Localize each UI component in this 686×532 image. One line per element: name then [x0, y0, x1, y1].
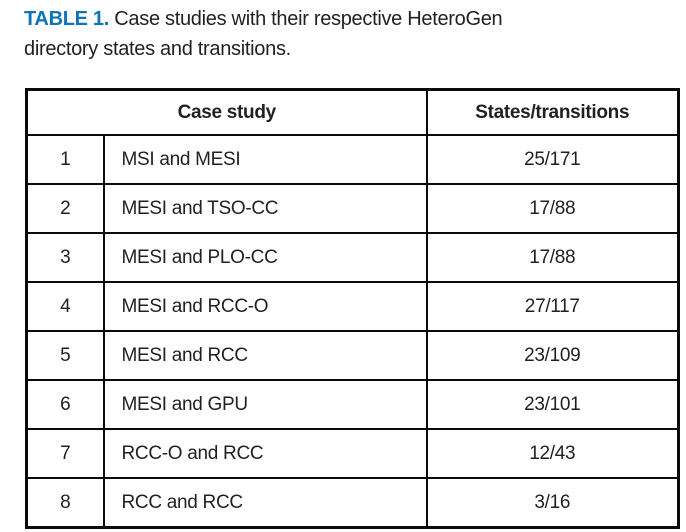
case-name-cell: MESI and PLO-CC: [102, 232, 428, 283]
row-number-cell: 2: [25, 183, 105, 234]
states-transitions-cell: 12/43: [425, 428, 680, 479]
table-row: 2 MESI and TSO-CC 17/88: [25, 183, 680, 234]
case-name-cell: MESI and RCC: [102, 330, 428, 381]
table-caption-line1: Case studies with their respective Heter…: [114, 8, 503, 30]
states-transitions-cell: 27/117: [425, 281, 680, 332]
table-row: 8 RCC and RCC 3/16: [25, 477, 680, 529]
case-name-cell: RCC-O and RCC: [102, 428, 428, 479]
table-row: 3 MESI and PLO-CC 17/88: [25, 232, 680, 283]
states-transitions-cell: 17/88: [425, 183, 680, 234]
row-number-cell: 3: [25, 232, 105, 283]
case-studies-table: Case study States/transitions 1 MSI and …: [25, 88, 680, 529]
row-number-cell: 1: [25, 134, 105, 185]
states-transitions-cell: 23/109: [425, 330, 680, 381]
case-name-cell: MESI and GPU: [102, 379, 428, 430]
table-row: 1 MSI and MESI 25/171: [25, 134, 680, 185]
row-number-cell: 5: [25, 330, 105, 381]
states-transitions-cell: 23/101: [425, 379, 680, 430]
states-transitions-cell: 25/171: [425, 134, 680, 185]
table-caption-label: TABLE 1.: [24, 8, 110, 30]
row-number-cell: 8: [25, 477, 105, 529]
header-case-study: Case study: [25, 88, 428, 136]
row-number-cell: 7: [25, 428, 105, 479]
states-transitions-cell: 3/16: [425, 477, 680, 529]
case-name-cell: MESI and TSO-CC: [102, 183, 428, 234]
header-states-transitions: States/transitions: [425, 88, 680, 136]
case-name-cell: MSI and MESI: [102, 134, 428, 185]
row-number-cell: 4: [25, 281, 105, 332]
row-number-cell: 6: [25, 379, 105, 430]
table-row: 7 RCC-O and RCC 12/43: [25, 428, 680, 479]
table-row: 4 MESI and RCC-O 27/117: [25, 281, 680, 332]
table-header-row: Case study States/transitions: [25, 88, 680, 136]
table-row: 5 MESI and RCC 23/109: [25, 330, 680, 381]
case-name-cell: MESI and RCC-O: [102, 281, 428, 332]
table-row: 6 MESI and GPU 23/101: [25, 379, 680, 430]
states-transitions-cell: 17/88: [425, 232, 680, 283]
case-name-cell: RCC and RCC: [102, 477, 428, 529]
table-caption: TABLE 1. Case studies with their respect…: [24, 4, 503, 64]
table-caption-line2: directory states and transitions.: [24, 38, 291, 60]
